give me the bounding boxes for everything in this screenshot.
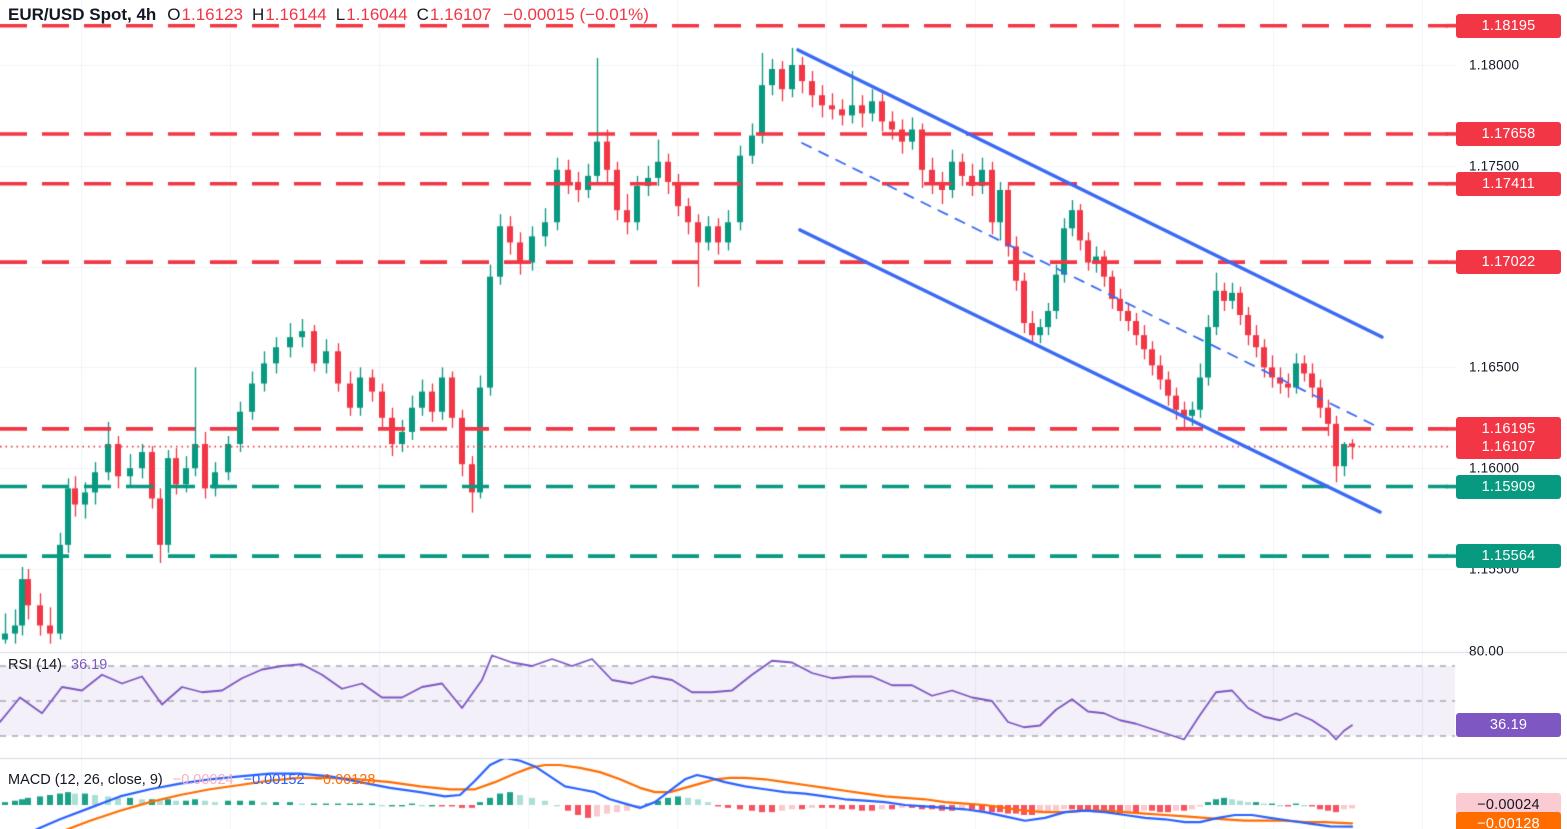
price-axis-label: 1.16500 [1469,359,1520,375]
price-scale[interactable]: 1.18000 1.17500 1.16500 1.16000 1.15500 80.00… [1455,0,1567,829]
legend-part: H [251,5,265,24]
legend-part: O [167,5,181,24]
price-axis-label: 1.18000 [1469,57,1520,73]
price-badge-1.18195: 1.18195 [1456,13,1561,38]
price-badge-1.17411: 1.17411 [1456,171,1561,196]
macd-legend: MACD (12, 26, close, 9) −0.00024 −0.00152−… [8,772,375,788]
legend-part: −0.00128 [314,772,376,788]
rsi-axis-label: 80.00 [1469,643,1504,659]
legend-part: L [335,5,346,24]
legend-part: MACD (12, 26, close, 9) [8,772,163,788]
price-badge-1.15564: 1.15564 [1456,544,1561,569]
legend-part: RSI (14) [8,657,62,673]
legend-part: C [416,5,429,24]
legend-part: −0.00152 [243,772,305,788]
price-axis-label: 1.17500 [1469,158,1520,174]
price-badge-1.17658: 1.17658 [1456,121,1561,146]
price-badge-1.16107: 1.16107 [1456,434,1561,459]
legend-part: −0.00024 [172,772,234,788]
price-badge-36.19: 36.19 [1456,713,1561,737]
legend-part: −0.00015 (−0.01%) [503,5,649,24]
legend-part: 1.16144 [265,5,327,24]
price-badge-1.17022: 1.17022 [1456,250,1561,275]
legend-part: EUR/USD Spot, 4h [8,5,157,24]
symbol-legend: EUR/USD Spot, 4h O 1.16123 H 1.16144 L 1.16044… [8,5,649,25]
price-badge-1.15909: 1.15909 [1456,474,1561,499]
price-axis-label: 1.16000 [1469,460,1520,476]
rsi-legend: RSI (14) 36.19 [8,657,107,673]
legend-part: 36.19 [71,657,108,673]
legend-part: 1.16107 [429,5,492,24]
legend-part: 1.16044 [346,5,408,24]
legend-part: 1.16123 [181,5,243,24]
price-badge-0.00128: −0.00128 [1456,812,1561,829]
